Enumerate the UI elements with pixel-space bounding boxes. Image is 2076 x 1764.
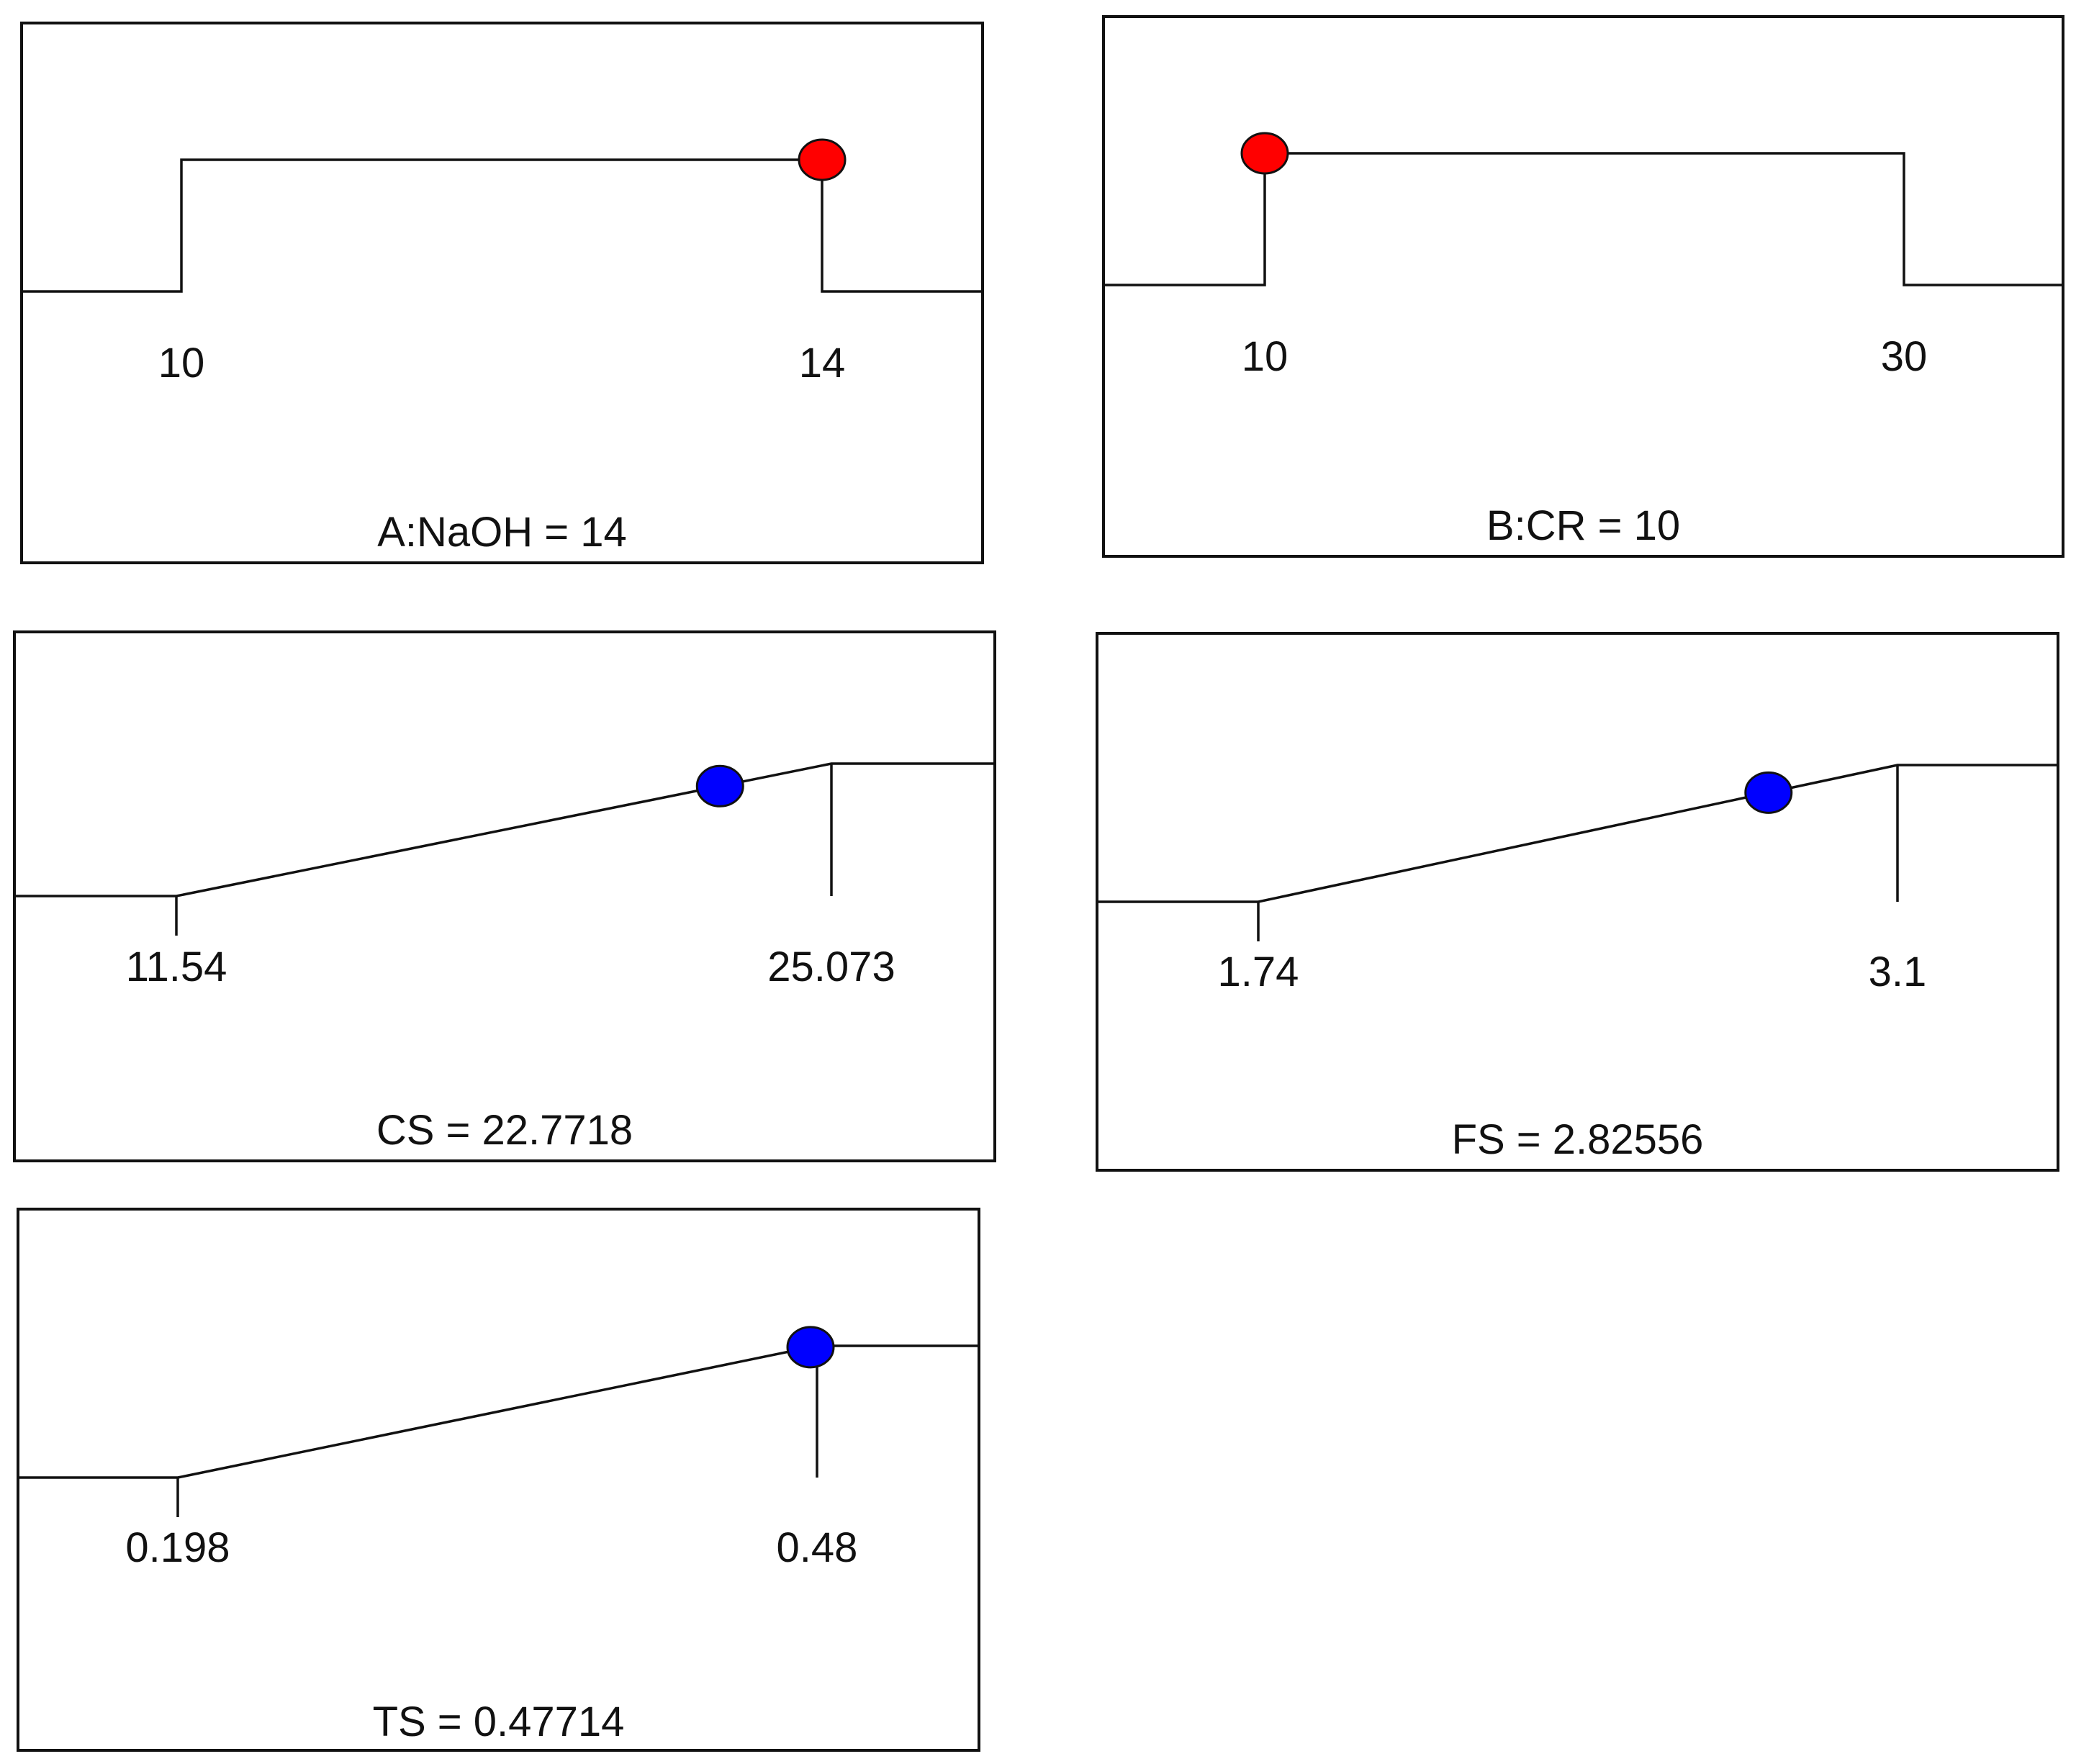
panel-frame [17, 1208, 980, 1752]
low-tick-label: 0.198 [125, 1524, 230, 1571]
low-tick-label: 10 [1242, 333, 1289, 380]
panel-ts: 0.198 0.48 TS = 0.47714 [17, 1208, 980, 1752]
ramp-line [14, 762, 995, 897]
panel-label: B:CR = 10 [1486, 502, 1680, 549]
low-tick-label: 11.54 [126, 944, 227, 990]
panel-cs: 11.54 25.073 CS = 22.7718 [13, 630, 996, 1162]
panel-label: FS = 2.82556 [1452, 1116, 1704, 1163]
ramp-line [1104, 152, 2063, 286]
high-tick-label: 25.073 [767, 944, 895, 990]
current-value-marker [786, 1326, 835, 1369]
ramp-line [18, 1344, 979, 1479]
current-value-marker [1240, 132, 1289, 175]
low-tick-label: 10 [158, 340, 205, 386]
current-value-marker [695, 764, 744, 808]
panel-label: CS = 22.7718 [376, 1107, 633, 1154]
high-tick-label: 14 [799, 340, 846, 386]
panel-naoh: 10 14 A:NaOH = 14 [20, 22, 984, 564]
panel-fs: 1.74 3.1 FS = 2.82556 [1096, 632, 2059, 1172]
panel-label: A:NaOH = 14 [377, 509, 627, 556]
panel-cr: 10 30 B:CR = 10 [1102, 15, 2064, 558]
current-value-marker [798, 138, 847, 181]
high-tick-label: 3.1 [1869, 949, 1927, 995]
panel-frame [1102, 15, 2064, 558]
current-value-marker [1744, 771, 1793, 814]
panel-label: TS = 0.47714 [373, 1699, 625, 1745]
low-tick-label: 1.74 [1218, 949, 1299, 995]
high-tick-label: 30 [1881, 333, 1928, 380]
panel-frame [20, 22, 984, 564]
high-tick-label: 0.48 [777, 1524, 858, 1571]
ramp-line [22, 158, 983, 293]
ramp-line [1097, 764, 2058, 903]
